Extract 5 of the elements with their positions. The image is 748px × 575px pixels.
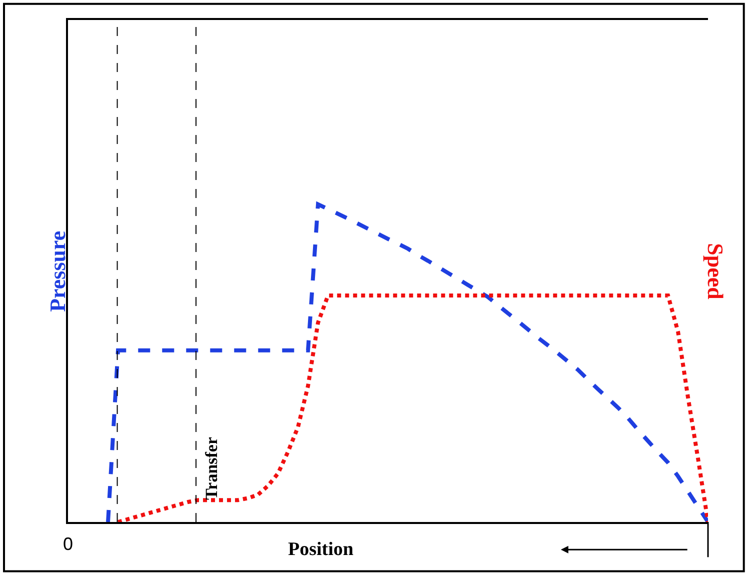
text: Pressure [44,230,70,312]
annotation: Transfer [202,436,222,500]
x-axis-title: Position [288,539,354,560]
text: 0 [63,534,74,554]
text: Speed [702,243,728,300]
